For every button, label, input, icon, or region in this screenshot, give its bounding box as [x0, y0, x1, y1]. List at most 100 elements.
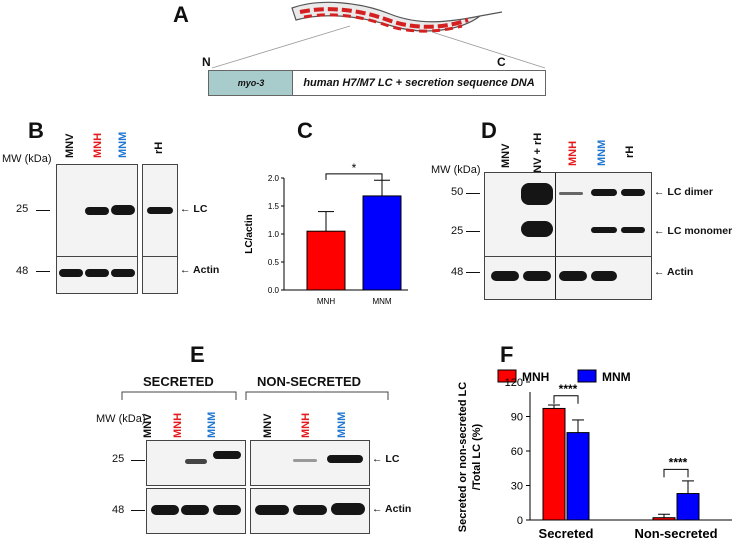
y-tick-label: 0.5 — [268, 258, 280, 267]
band — [85, 207, 109, 215]
panel-e-lane-mnm-1: MNM — [206, 411, 218, 438]
panel-e-mw-header: MW (kDa) — [96, 413, 146, 425]
y-tick-label: 0 — [517, 515, 523, 527]
panel-b-mw-header: MW (kDa) — [2, 153, 52, 165]
band — [591, 189, 617, 196]
band — [591, 271, 617, 281]
band — [327, 455, 363, 463]
bar-mnh — [306, 230, 346, 291]
panel-e-brackets — [121, 391, 389, 400]
band — [85, 269, 109, 277]
significance-bracket — [325, 173, 383, 180]
bar-mnh-secreted — [542, 407, 566, 521]
panel-b-mw-25: 25 — [16, 203, 29, 215]
panel-letter-e: E — [190, 342, 205, 367]
panel-d-tick-50 — [466, 193, 480, 194]
panel-b-tick-25 — [36, 210, 50, 211]
panel-letter-c: C — [297, 118, 313, 143]
band — [151, 505, 179, 515]
panel-e-tick-48 — [131, 510, 145, 511]
legend-swatch-mnm — [577, 369, 597, 383]
significance-label: * — [352, 161, 357, 175]
panel-d-mw-header: MW (kDa) — [431, 164, 481, 176]
n-terminus-label: N — [202, 55, 211, 69]
panel-d-dimer-label: ← LC dimer — [654, 186, 713, 198]
panel-letter-a: A — [173, 2, 189, 27]
x-tick-label: Non-secreted — [634, 526, 717, 541]
panel-b-lc-blot — [56, 164, 138, 258]
panel-e-mw-48: 48 — [112, 504, 125, 516]
panel-a-diagram — [211, 1, 546, 69]
panel-e-lane-mnh-1: MNH — [172, 412, 184, 438]
panel-b-lane-mnv: MNV — [64, 133, 76, 158]
bar-mnm — [362, 195, 402, 291]
panel-d-lc-blot — [484, 172, 652, 258]
actin-text: Actin — [385, 503, 412, 515]
band — [621, 227, 645, 233]
band — [559, 192, 583, 195]
panel-letter-f: F — [500, 342, 514, 367]
band — [293, 505, 327, 515]
panel-d-mw-25: 25 — [451, 225, 464, 237]
panel-e-tick-25 — [131, 460, 145, 461]
y-tick-label: 1.5 — [268, 202, 280, 211]
x-tick-label: MNH — [317, 297, 335, 306]
x-tick-label: Secreted — [539, 526, 594, 541]
band — [185, 459, 207, 464]
band — [59, 269, 83, 277]
panel-b-actin-label: ← Actin — [180, 264, 220, 276]
legend-label-mnm: MNM — [602, 370, 631, 384]
c-terminus-label: C — [497, 55, 506, 69]
panel-d-mw-48: 48 — [451, 266, 464, 278]
y-tick-label: 120 — [505, 377, 523, 389]
bar-mnm-non-secreted — [676, 493, 700, 521]
band — [213, 505, 241, 515]
actin-text: Actin — [193, 264, 220, 276]
y-tick-label: 30 — [511, 481, 523, 493]
y-tick-label: 1.0 — [268, 230, 280, 239]
band — [621, 189, 645, 196]
panel-e-secreted-header: SECRETED — [143, 374, 214, 389]
band — [331, 503, 365, 515]
panel-e-lc-label: ← LC — [372, 453, 400, 465]
band — [521, 221, 553, 237]
panel-d-tick-48 — [466, 272, 480, 273]
band — [255, 505, 289, 515]
panel-e-nonsecreted-lc-blot — [250, 440, 370, 486]
panel-b-rh-actin-blot — [142, 256, 178, 294]
panel-b-lane-mnm: MNM — [117, 131, 129, 158]
significance-label: **** — [669, 455, 688, 469]
panel-d-mw-50: 50 — [451, 186, 464, 198]
construct-box: human H7/M7 LC + secretion sequence DNA — [292, 70, 546, 96]
band — [111, 205, 135, 215]
legend-label-mnh: MNH — [522, 370, 549, 384]
dimer-text: LC dimer — [667, 186, 713, 198]
band — [523, 271, 551, 281]
band — [521, 183, 553, 205]
panel-f-chart: MNH MNM 0 30 60 90 120 Secreted or non-secreted… — [457, 369, 732, 541]
band — [491, 271, 519, 281]
panel-e-nonsecreted-actin-blot — [250, 488, 370, 534]
construct-label: human H7/M7 LC + secretion sequence DNA — [303, 77, 535, 89]
panel-d-actin-blot — [484, 256, 652, 300]
panel-d-lane-rh: rH — [624, 145, 636, 158]
panel-d-lane-mnh: MNH — [567, 140, 579, 166]
bar-mnh-non-secreted — [652, 517, 676, 521]
band — [591, 227, 617, 233]
panel-e-lane-mnh-2: MNH — [300, 412, 312, 438]
band — [293, 459, 317, 462]
lane-separator — [555, 173, 556, 257]
panel-letter-b: B — [28, 118, 44, 143]
panel-b-tick-48 — [36, 271, 50, 272]
legend-swatch-mnh — [497, 369, 517, 383]
panel-e-lane-mnm-2: MNM — [336, 411, 348, 438]
y-tick-label: 2.0 — [268, 174, 280, 183]
panel-b-rh-blot — [142, 164, 178, 258]
panel-b-lane-mnh: MNH — [92, 132, 104, 158]
panel-d-lane-mnv: MNV — [500, 143, 512, 168]
significance-label: **** — [559, 382, 578, 396]
lc-text: LC — [385, 453, 400, 465]
panel-e-secreted-lc-blot — [146, 440, 246, 486]
panel-e-nonsecreted-header: NON-SECRETED — [257, 374, 362, 389]
band — [111, 269, 135, 277]
